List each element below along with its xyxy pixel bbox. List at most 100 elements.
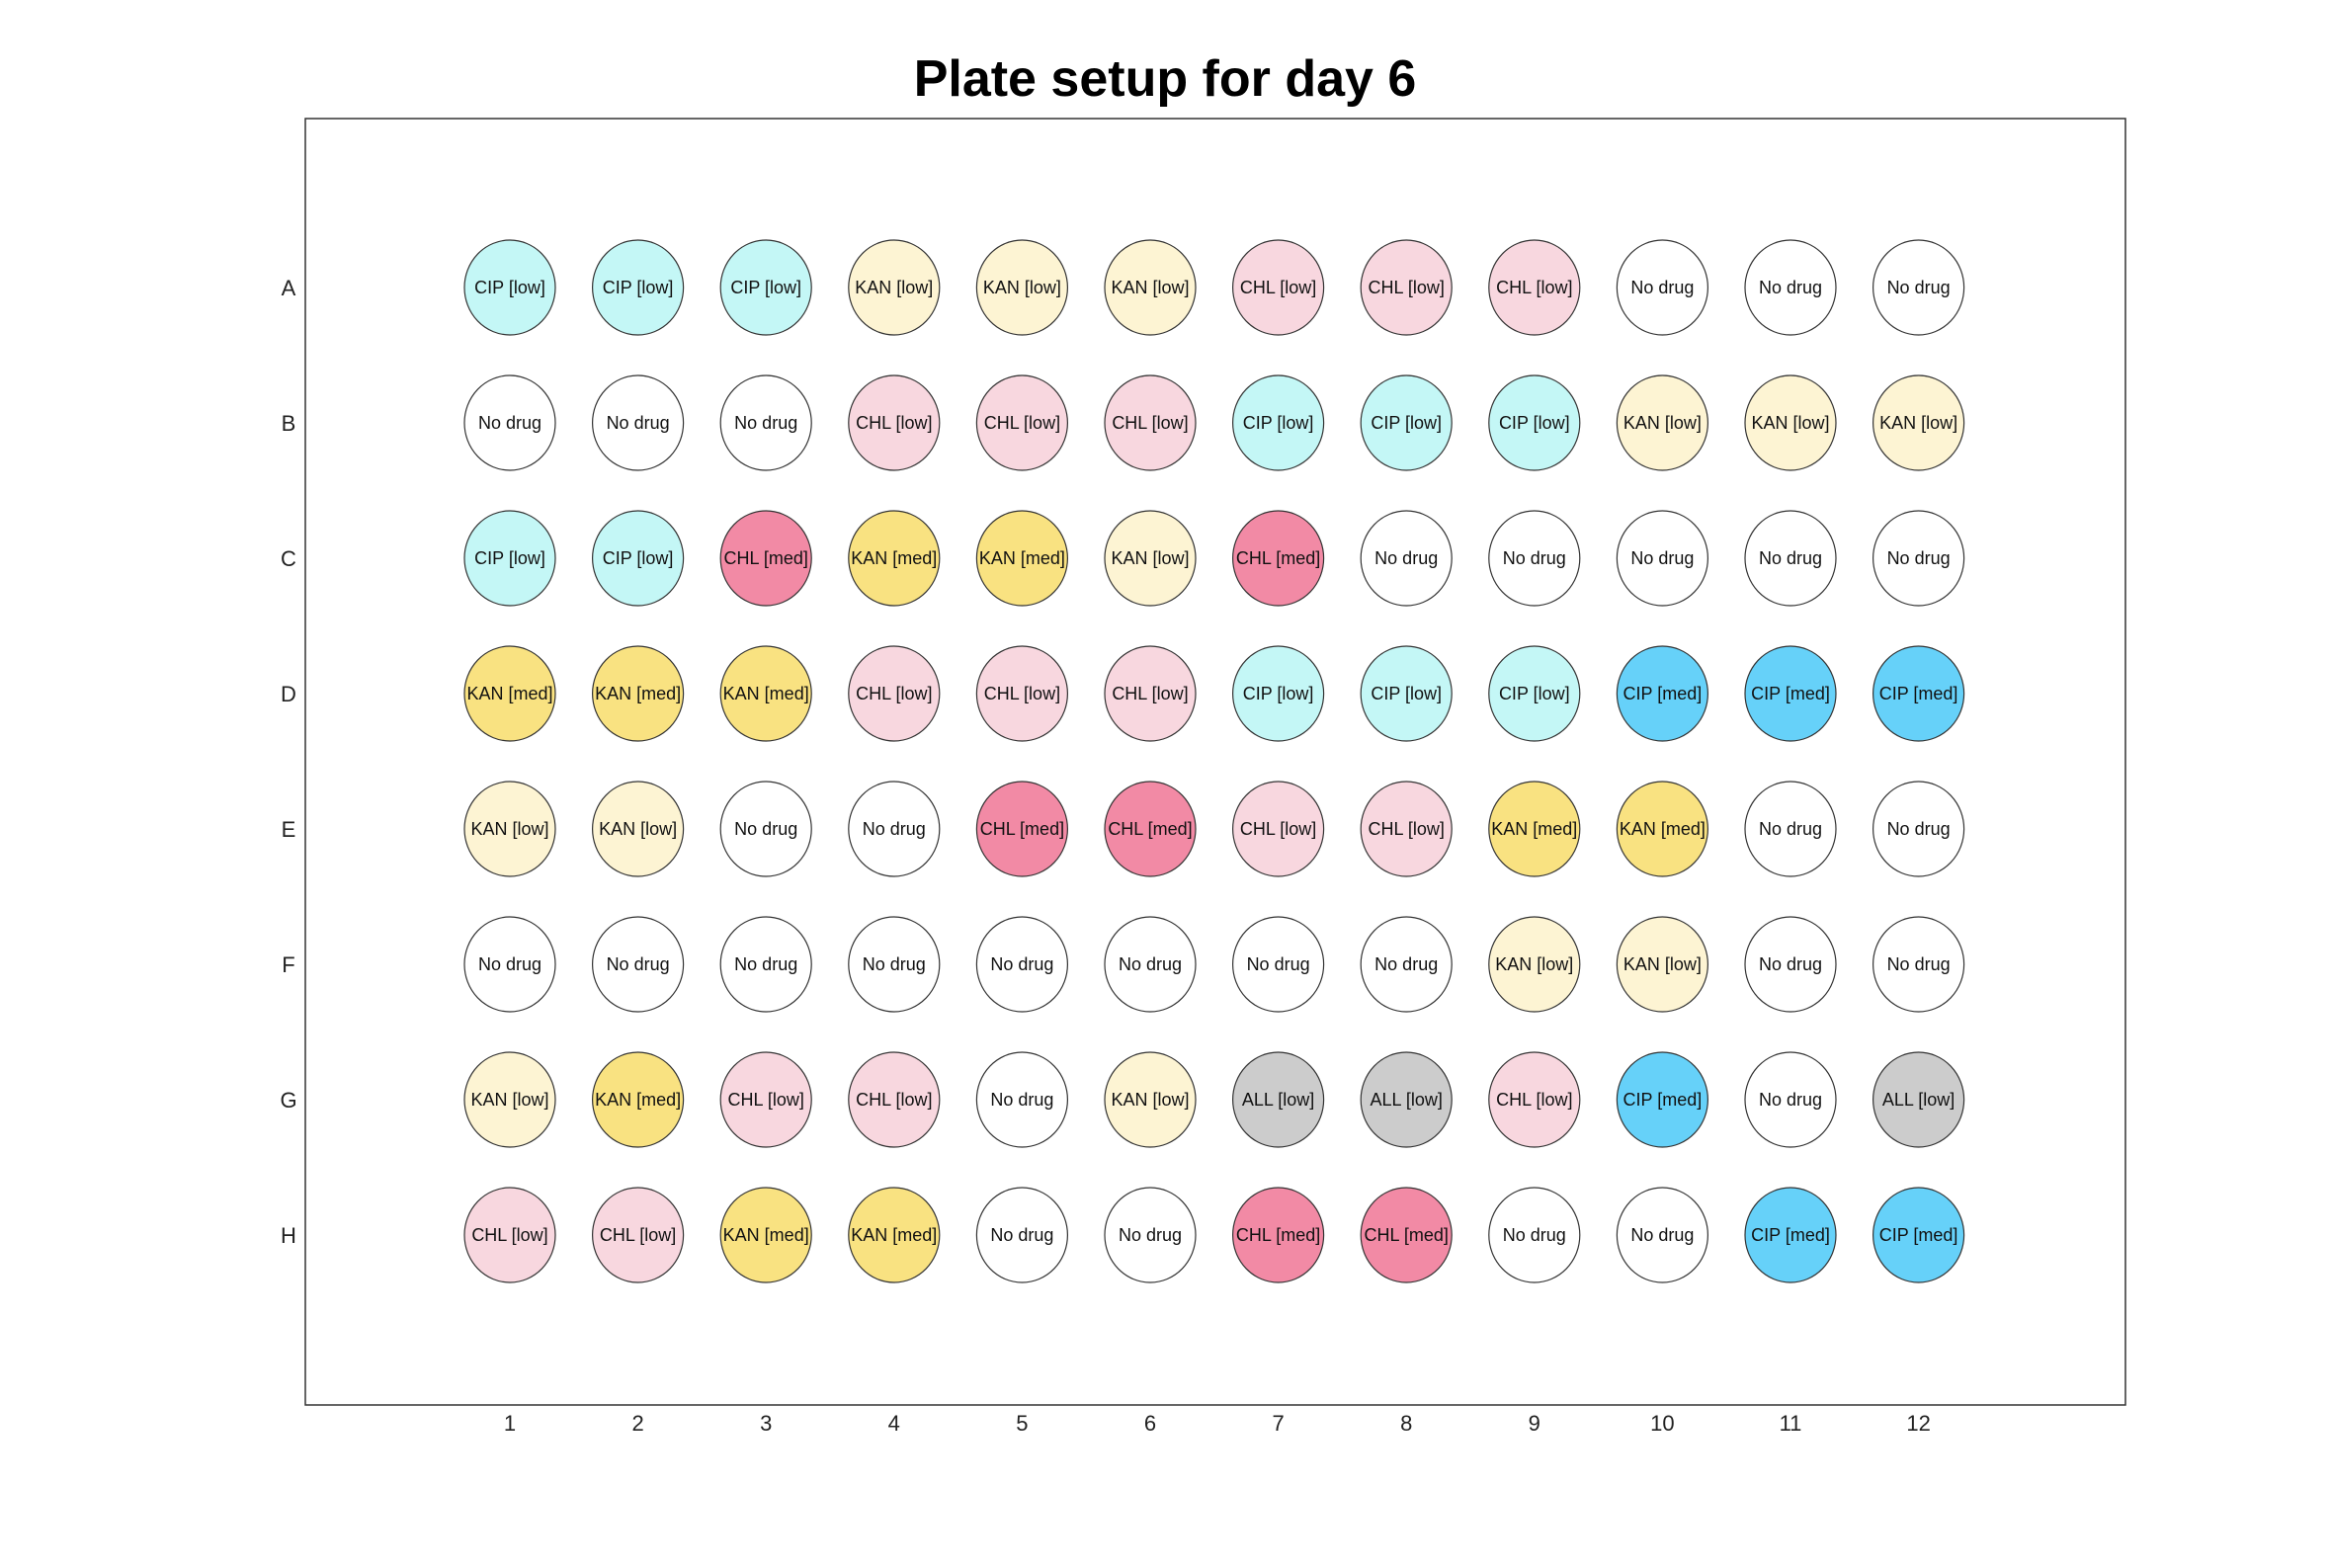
- well-label: KAN [low]: [1495, 954, 1573, 974]
- well-D6: CHL [low]: [1104, 645, 1197, 742]
- well-marker: [1360, 510, 1453, 607]
- well-label: KAN [med]: [851, 548, 937, 568]
- well-E11: No drug: [1744, 781, 1837, 877]
- well-label: No drug: [1374, 954, 1438, 974]
- well-marker: [1360, 374, 1453, 471]
- well-label: No drug: [1247, 954, 1310, 974]
- well-label: CIP [low]: [1243, 413, 1314, 433]
- well-marker: [1744, 645, 1837, 742]
- well-label: CHL [med]: [1108, 819, 1192, 839]
- well-marker: [848, 239, 941, 336]
- well-marker: [591, 1051, 685, 1148]
- well-marker: [1744, 510, 1837, 607]
- well-label: CIP [low]: [1499, 684, 1570, 703]
- well-marker: [591, 645, 685, 742]
- column-tick-label: 11: [1780, 1411, 1802, 1436]
- well-marker: [1872, 1187, 1965, 1283]
- well-B1: No drug: [463, 374, 556, 471]
- well-label: CHL [med]: [980, 819, 1064, 839]
- well-label: KAN [low]: [1111, 548, 1189, 568]
- well-label: No drug: [863, 954, 926, 974]
- well-marker: [975, 1051, 1069, 1148]
- well-label: No drug: [990, 1225, 1053, 1245]
- well-marker: [1231, 645, 1325, 742]
- well-marker: [975, 1187, 1069, 1283]
- well-C3: CHL [med]: [719, 510, 812, 607]
- row-labels: A B C D E F G H: [280, 276, 296, 1248]
- well-marker: [591, 374, 685, 471]
- well-marker: [848, 916, 941, 1013]
- well-marker: [1616, 1187, 1709, 1283]
- well-label: No drug: [1887, 819, 1951, 839]
- well-label: No drug: [1374, 548, 1438, 568]
- well-G1: KAN [low]: [463, 1051, 556, 1148]
- well-label: No drug: [1759, 548, 1822, 568]
- well-A10: No drug: [1616, 239, 1709, 336]
- well-B12: KAN [low]: [1872, 374, 1965, 471]
- well-marker: [1231, 510, 1325, 607]
- well-marker: [1616, 1051, 1709, 1148]
- well-label: CIP [low]: [474, 548, 545, 568]
- well-label: KAN [low]: [983, 278, 1061, 297]
- well-label: No drug: [734, 819, 797, 839]
- well-marker: [1872, 645, 1965, 742]
- well-marker: [1104, 1187, 1197, 1283]
- well-marker: [1360, 239, 1453, 336]
- well-marker: [1360, 645, 1453, 742]
- well-E2: KAN [low]: [591, 781, 685, 877]
- well-A1: CIP [low]: [463, 239, 556, 336]
- well-marker: [848, 781, 941, 877]
- well-label: KAN [low]: [1111, 1090, 1189, 1110]
- well-marker: [1231, 781, 1325, 877]
- well-marker: [463, 1187, 556, 1283]
- well-marker: [1360, 781, 1453, 877]
- row-tick-label: E: [282, 817, 296, 842]
- well-marker: [591, 510, 685, 607]
- well-D10: CIP [med]: [1616, 645, 1709, 742]
- well-F2: No drug: [591, 916, 685, 1013]
- well-E6: CHL [med]: [1104, 781, 1197, 877]
- well-marker: [975, 239, 1069, 336]
- well-marker: [1744, 374, 1837, 471]
- well-label: KAN [low]: [1623, 954, 1702, 974]
- well-marker: [1744, 1051, 1837, 1148]
- well-F11: No drug: [1744, 916, 1837, 1013]
- well-label: KAN [med]: [851, 1225, 937, 1245]
- well-marker: [1744, 239, 1837, 336]
- well-B10: KAN [low]: [1616, 374, 1709, 471]
- well-marker: [1488, 1051, 1581, 1148]
- well-marker: [719, 374, 812, 471]
- well-marker: [1104, 916, 1197, 1013]
- well-label: No drug: [1119, 1225, 1182, 1245]
- well-marker: [719, 510, 812, 607]
- well-label: CIP [low]: [603, 548, 674, 568]
- well-label: KAN [low]: [470, 1090, 548, 1110]
- well-F4: No drug: [848, 916, 941, 1013]
- well-G12: ALL [low]: [1872, 1051, 1965, 1148]
- well-label: CHL [low]: [471, 1225, 547, 1245]
- well-F6: No drug: [1104, 916, 1197, 1013]
- well-label: No drug: [1759, 819, 1822, 839]
- well-E3: No drug: [719, 781, 812, 877]
- well-label: No drug: [1759, 278, 1822, 297]
- well-label: CHL [low]: [1496, 278, 1572, 297]
- well-label: No drug: [1630, 548, 1694, 568]
- well-D8: CIP [low]: [1360, 645, 1453, 742]
- well-C7: CHL [med]: [1231, 510, 1325, 607]
- well-marker: [1231, 239, 1325, 336]
- well-label: CIP [low]: [1499, 413, 1570, 433]
- well-G10: CIP [med]: [1616, 1051, 1709, 1148]
- well-E4: No drug: [848, 781, 941, 877]
- well-label: KAN [low]: [470, 819, 548, 839]
- well-marker: [1872, 239, 1965, 336]
- row-tick-label: B: [282, 411, 296, 436]
- well-marker: [975, 781, 1069, 877]
- well-label: No drug: [734, 954, 797, 974]
- well-marker: [1616, 374, 1709, 471]
- well-D12: CIP [med]: [1872, 645, 1965, 742]
- well-marker: [719, 1187, 812, 1283]
- well-C9: No drug: [1488, 510, 1581, 607]
- well-marker: [1104, 374, 1197, 471]
- well-H9: No drug: [1488, 1187, 1581, 1283]
- well-label: KAN [med]: [723, 684, 809, 703]
